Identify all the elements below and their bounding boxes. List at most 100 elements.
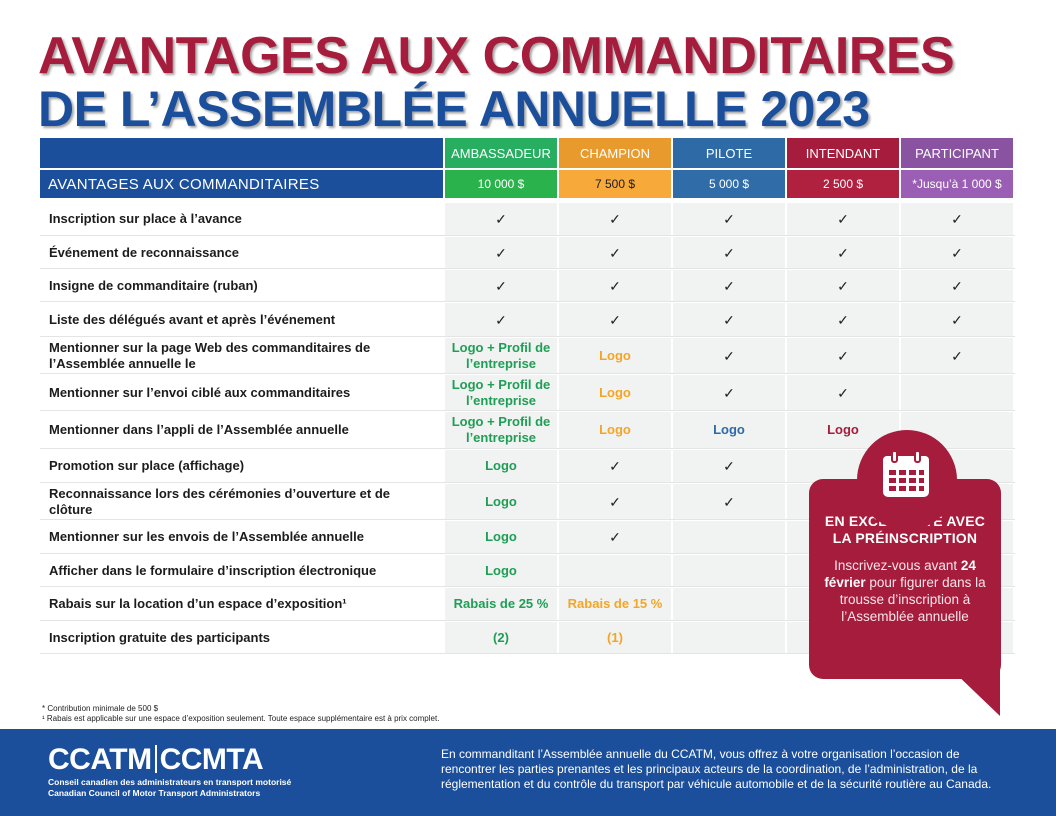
tier-ambassadeur: AMBASSADEUR bbox=[445, 138, 557, 168]
header-label: AVANTAGES AUX COMMANDITAIRES bbox=[40, 170, 443, 198]
benefit-label: Mentionner sur l’envoi ciblé aux command… bbox=[49, 384, 351, 400]
callout-heading-line-2: LA PRÉINSCRIPTION bbox=[832, 530, 978, 546]
table-row: Inscription gratuite des participants (2)… bbox=[40, 622, 1015, 654]
value-ambassadeur: Logo bbox=[445, 555, 557, 586]
tier-pilote: PILOTE bbox=[673, 138, 785, 168]
benefit-label: Afficher dans le formulaire d’inscriptio… bbox=[49, 562, 377, 578]
org-name-en: Canadian Council of Motor Transport Admi… bbox=[48, 788, 261, 798]
checkmark-participant: ✓ bbox=[901, 237, 1013, 268]
checkmark-intendant: ✓ bbox=[787, 270, 899, 301]
checkmark-participant: ✓ bbox=[901, 270, 1013, 301]
logo-separator bbox=[154, 745, 157, 773]
checkmark-pilote: ✓ bbox=[673, 450, 785, 482]
checkmark-ambassadeur: ✓ bbox=[445, 270, 557, 301]
callout-text: Inscrivez-vous avant 24 février pour fig… bbox=[809, 557, 1001, 625]
org-name-fr: Conseil canadien des administrateurs en … bbox=[48, 777, 292, 787]
benefit-label: Rabais sur la location d’un espace d’exp… bbox=[49, 596, 347, 611]
checkmark-intendant: ✓ bbox=[787, 375, 899, 410]
callout-text-before: Inscrivez-vous avant bbox=[834, 558, 958, 573]
checkmark-intendant: ✓ bbox=[787, 203, 899, 235]
title-line-1: AVANTAGES AUX COMMANDITAIRES bbox=[38, 27, 955, 85]
value-pilote bbox=[673, 521, 785, 553]
benefit-label: Promotion sur place (affichage) bbox=[49, 458, 245, 473]
checkmark-champion: ✓ bbox=[559, 521, 671, 553]
checkmark-champion: ✓ bbox=[559, 450, 671, 482]
footer-description: En commanditant l’Assemblée annuelle du … bbox=[441, 747, 992, 791]
value-ambassadeur: (2) bbox=[445, 622, 557, 653]
price-participant: *Jusqu’à 1 000 $ bbox=[901, 170, 1013, 198]
price-champion: 7 500 $ bbox=[559, 170, 671, 198]
value-pilote bbox=[673, 622, 785, 653]
value-ambassadeur: Logo + Profil de l’entreprise bbox=[445, 412, 557, 448]
table-row: Mentionner sur la page Web des commandit… bbox=[40, 338, 1015, 374]
value-champion: Rabais de 15 % bbox=[559, 588, 671, 620]
checkmark-pilote: ✓ bbox=[673, 237, 785, 268]
header-blank bbox=[40, 138, 443, 168]
checkmark-ambassadeur: ✓ bbox=[445, 303, 557, 336]
checkmark-champion: ✓ bbox=[559, 270, 671, 301]
checkmark-ambassadeur: ✓ bbox=[445, 203, 557, 235]
callout-deadline: 24 février bbox=[824, 558, 976, 590]
value-champion bbox=[559, 555, 671, 586]
benefit-label: Reconnaissance lors des cérémonies d’ouv… bbox=[49, 485, 391, 517]
tier-intendant: INTENDANT bbox=[787, 138, 899, 168]
value-pilote bbox=[673, 588, 785, 620]
benefit-label: Mentionner sur les envois de l’Assemblée… bbox=[49, 529, 364, 544]
value-participant bbox=[901, 375, 1013, 410]
footnotes: * Contribution minimale de 500 $ ¹ Rabai… bbox=[42, 704, 439, 724]
checkmark-champion: ✓ bbox=[559, 303, 671, 336]
footnote-2: ¹ Rabais est applicable sur une espace d… bbox=[42, 714, 440, 723]
value-ambassadeur: Logo bbox=[445, 521, 557, 553]
calendar-icon bbox=[883, 450, 929, 497]
table-row: Insigne de commanditaire (ruban) ✓ ✓ ✓ ✓ ✓ bbox=[40, 270, 1015, 302]
tier-participant: PARTICIPANT bbox=[901, 138, 1013, 168]
checkmark-pilote: ✓ bbox=[673, 338, 785, 373]
checkmark-ambassadeur: ✓ bbox=[445, 237, 557, 268]
benefit-label: Inscription gratuite des participants bbox=[49, 629, 271, 645]
value-champion: (1) bbox=[559, 622, 671, 653]
callout-tail bbox=[952, 670, 1000, 716]
value-ambassadeur: Logo bbox=[445, 484, 557, 519]
ccmta-logo: CCATM CCMTA bbox=[48, 743, 264, 777]
checkmark-champion: ✓ bbox=[559, 237, 671, 268]
benefit-label: Événement de reconnaissance bbox=[49, 244, 240, 260]
logo-left: CCATM bbox=[48, 743, 152, 776]
value-pilote bbox=[673, 555, 785, 586]
logo-right: CCMTA bbox=[159, 743, 264, 776]
checkmark-pilote: ✓ bbox=[673, 484, 785, 519]
title-line-2: DE L’ASSEMBLÉE ANNUELLE 2023 bbox=[38, 81, 870, 137]
price-ambassadeur: 10 000 $ bbox=[445, 170, 557, 198]
checkmark-champion: ✓ bbox=[559, 203, 671, 235]
checkmark-pilote: ✓ bbox=[673, 303, 785, 336]
value-champion: Logo bbox=[559, 375, 671, 410]
checkmark-intendant: ✓ bbox=[787, 338, 899, 373]
checkmark-intendant: ✓ bbox=[787, 303, 899, 336]
checkmark-participant: ✓ bbox=[901, 303, 1013, 336]
checkmark-participant: ✓ bbox=[901, 203, 1013, 235]
value-ambassadeur: Logo bbox=[445, 450, 557, 482]
value-ambassadeur: Rabais de 25 % bbox=[445, 588, 557, 620]
table-row: Liste des délégués avant et après l’évén… bbox=[40, 303, 1015, 337]
checkmark-champion: ✓ bbox=[559, 484, 671, 519]
tier-champion: CHAMPION bbox=[559, 138, 671, 168]
table-row: Inscription sur place à l’avance ✓ ✓ ✓ ✓ ✓ bbox=[40, 203, 1015, 236]
checkmark-pilote: ✓ bbox=[673, 203, 785, 235]
tier-name-row: AMBASSADEUR CHAMPION PILOTE INTENDANT PA… bbox=[40, 138, 1013, 168]
checkmark-intendant: ✓ bbox=[787, 237, 899, 268]
value-champion: Logo bbox=[559, 338, 671, 373]
footnote-1: * Contribution minimale de 500 $ bbox=[42, 704, 159, 713]
value-champion: Logo bbox=[559, 412, 671, 448]
price-pilote: 5 000 $ bbox=[673, 170, 785, 198]
value-ambassadeur: Logo + Profil de l’entreprise bbox=[445, 375, 557, 410]
footer: CCATM CCMTA Conseil canadien des administ… bbox=[0, 729, 1056, 816]
value-pilote: Logo bbox=[673, 412, 785, 448]
checkmark-pilote: ✓ bbox=[673, 375, 785, 410]
tier-price-row: AVANTAGES AUX COMMANDITAIRES 10 000 $ 7 … bbox=[40, 170, 1013, 198]
benefit-label: Inscription sur place à l’avance bbox=[49, 211, 242, 226]
checkmark-pilote: ✓ bbox=[673, 270, 785, 301]
table-row: Mentionner dans l’appli de l’Assemblée a… bbox=[40, 412, 1015, 449]
value-ambassadeur: Logo + Profil de l’entreprise bbox=[445, 338, 557, 373]
callout-text-after: pour figurer dans la trousse d’inscripti… bbox=[839, 575, 986, 624]
benefit-label: Mentionner dans l’appli de l’Assemblée a… bbox=[49, 422, 349, 437]
checkmark-participant: ✓ bbox=[901, 338, 1013, 373]
